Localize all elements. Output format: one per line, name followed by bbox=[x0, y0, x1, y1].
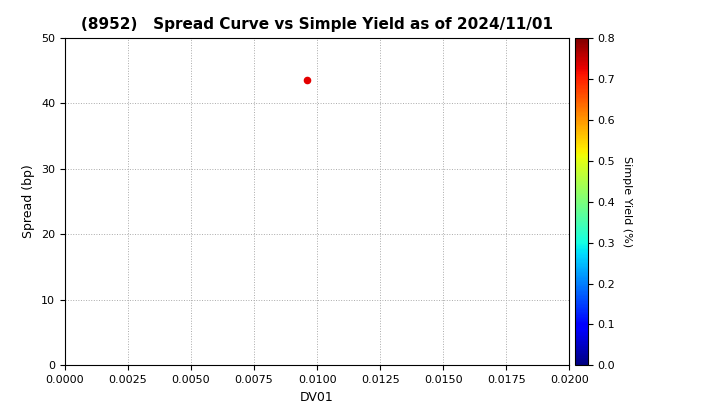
Title: (8952)   Spread Curve vs Simple Yield as of 2024/11/01: (8952) Spread Curve vs Simple Yield as o… bbox=[81, 18, 553, 32]
Point bbox=[301, 77, 312, 84]
X-axis label: DV01: DV01 bbox=[300, 391, 334, 404]
Y-axis label: Simple Yield (%): Simple Yield (%) bbox=[622, 156, 632, 247]
Y-axis label: Spread (bp): Spread (bp) bbox=[22, 165, 35, 239]
